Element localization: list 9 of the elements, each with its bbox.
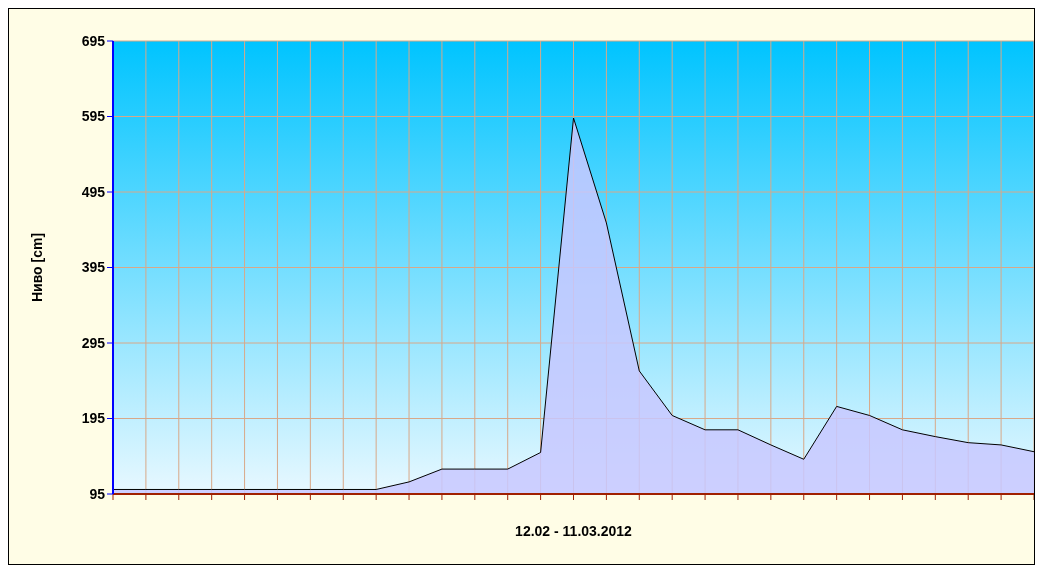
y-axis-title: Ниво [cm] — [28, 232, 45, 303]
x-axis-title: 12.02 - 11.03.2012 — [515, 523, 633, 539]
y-tick-label: 295 — [81, 334, 106, 351]
y-tick-label: 395 — [81, 259, 106, 276]
y-tick-label: 95 — [89, 485, 106, 502]
y-tick-label: 195 — [81, 410, 106, 427]
y-tick-label: 595 — [81, 108, 106, 125]
y-tick-label: 495 — [81, 183, 106, 200]
y-tick-label: 695 — [81, 32, 106, 49]
